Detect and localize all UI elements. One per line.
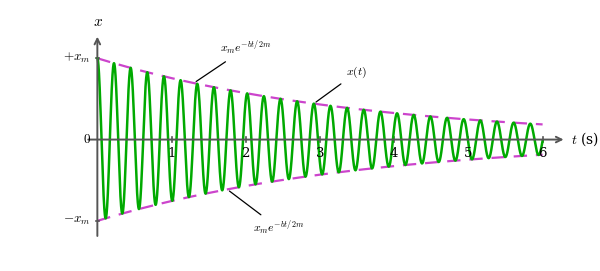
Text: $0$: $0$ bbox=[83, 133, 91, 146]
Text: 2: 2 bbox=[242, 147, 250, 160]
Text: 5: 5 bbox=[464, 147, 473, 160]
Text: 1: 1 bbox=[167, 147, 176, 160]
Text: $t$ (s): $t$ (s) bbox=[571, 130, 599, 148]
Text: $x_m e^{-bt/2m}$: $x_m e^{-bt/2m}$ bbox=[229, 191, 304, 237]
Text: $-x_m$: $-x_m$ bbox=[63, 214, 91, 227]
Text: $+x_m$: $+x_m$ bbox=[63, 51, 91, 65]
Text: 4: 4 bbox=[390, 147, 398, 160]
Text: 6: 6 bbox=[538, 147, 547, 160]
Text: 3: 3 bbox=[316, 147, 324, 160]
Text: $x_m e^{-bt/2m}$: $x_m e^{-bt/2m}$ bbox=[196, 39, 271, 82]
Text: $x$: $x$ bbox=[93, 15, 103, 29]
Text: $x(t)$: $x(t)$ bbox=[316, 65, 367, 102]
